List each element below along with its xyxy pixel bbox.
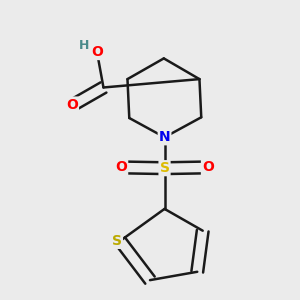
- Text: O: O: [92, 45, 103, 59]
- Text: S: S: [112, 234, 122, 248]
- Text: O: O: [202, 160, 214, 174]
- Text: S: S: [160, 161, 170, 175]
- Text: H: H: [79, 39, 89, 52]
- Text: O: O: [66, 98, 78, 112]
- Text: N: N: [159, 130, 170, 144]
- Text: O: O: [115, 160, 127, 174]
